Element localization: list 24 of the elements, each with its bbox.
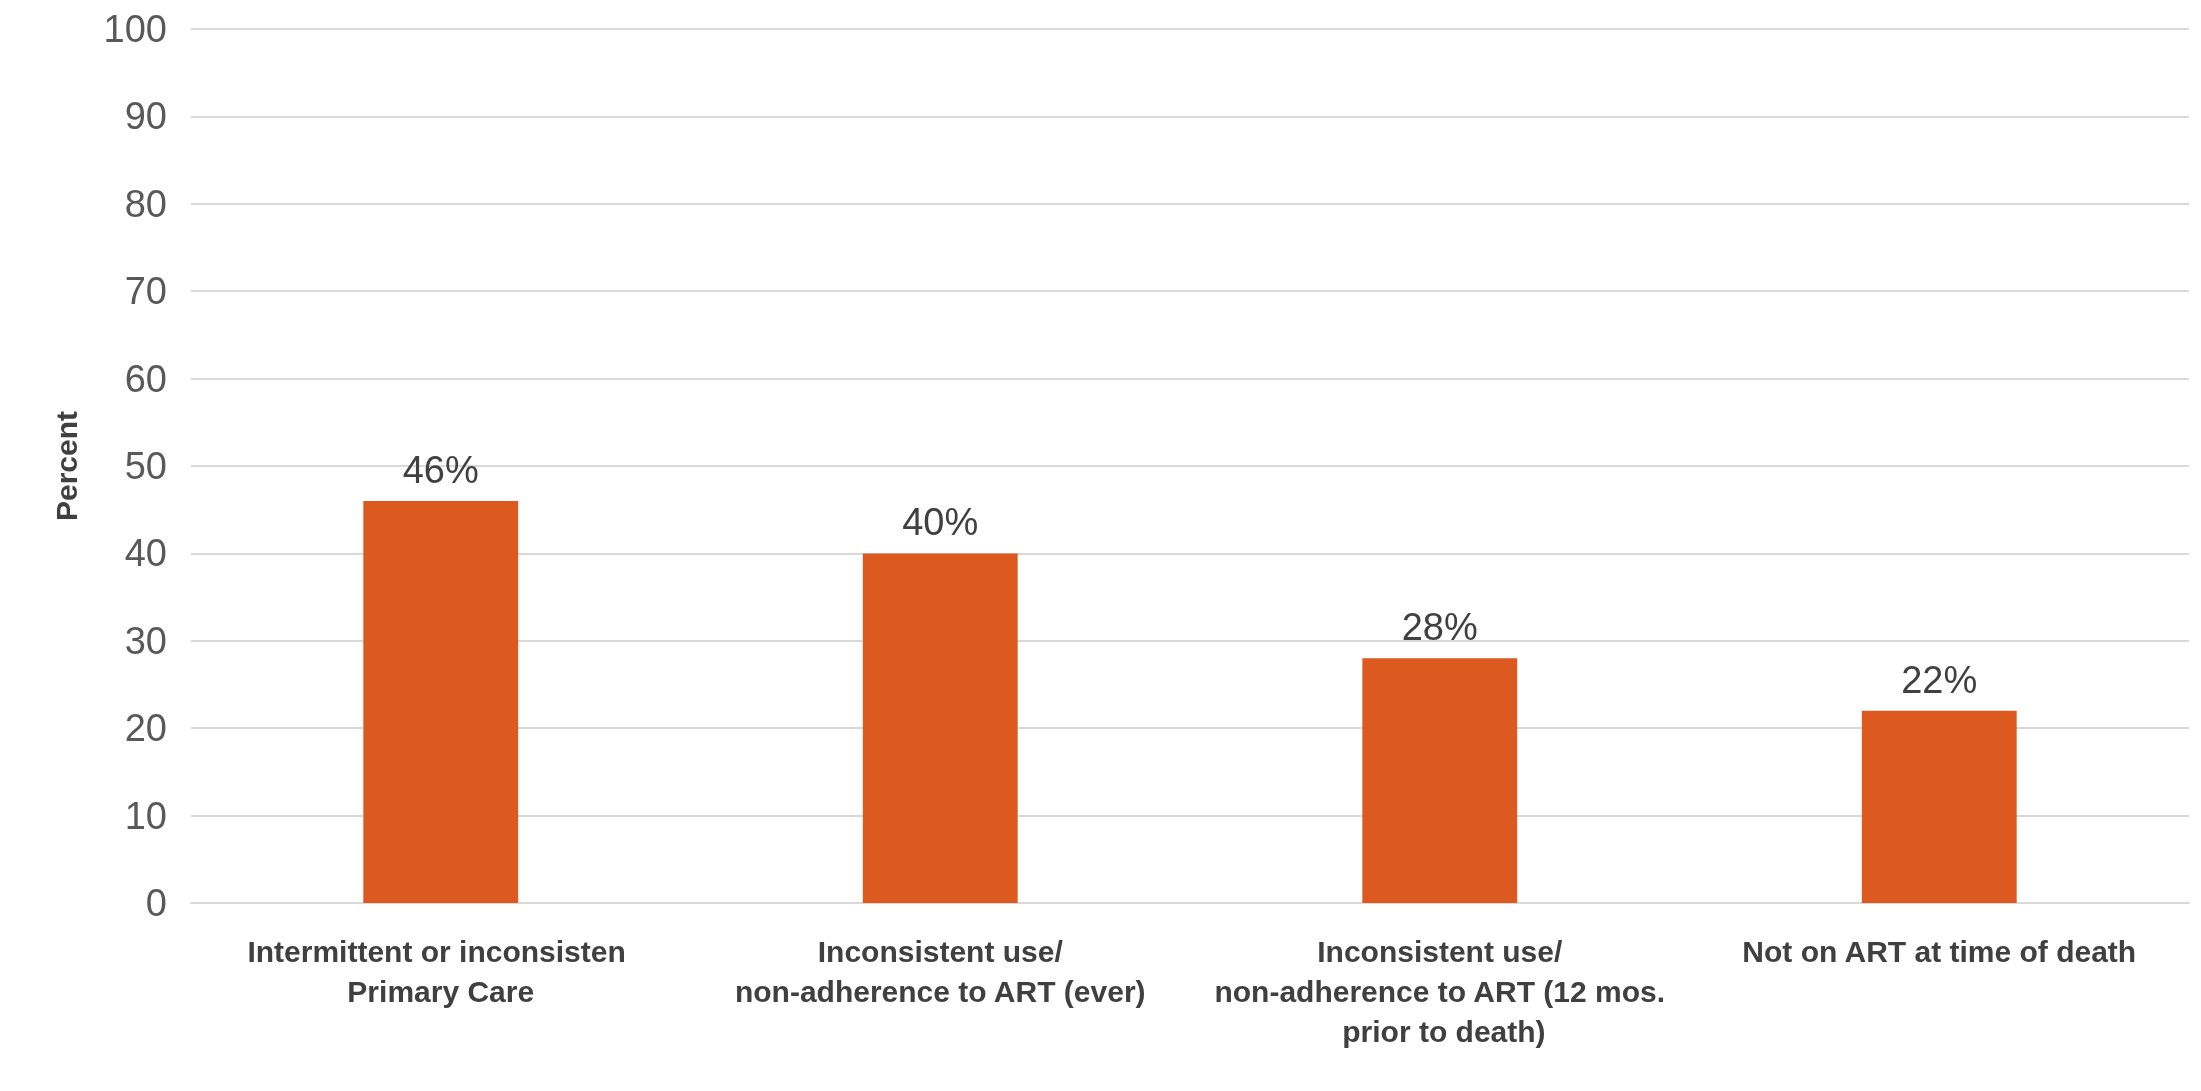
y-tick-label: 40 bbox=[124, 532, 167, 575]
y-tick-label: 10 bbox=[124, 794, 167, 837]
y-axis-title: Percent bbox=[49, 410, 83, 522]
y-tick-label: 50 bbox=[124, 445, 167, 487]
bar bbox=[1861, 710, 2017, 903]
x-tick-label: Inconsistent use/non-adherence to ART (ever) bbox=[734, 934, 1146, 1008]
y-tick-label: 80 bbox=[124, 182, 167, 225]
y-tick-label: 20 bbox=[124, 707, 167, 750]
data-label: 46% bbox=[402, 448, 479, 491]
x-tick-label: Intermittent or inconsisten Primary Care bbox=[247, 934, 635, 1008]
x-tick-label: Inconsistent use/non-adherence to ART (12 mos. prior to death) bbox=[1214, 934, 1666, 1048]
y-tick-label: 90 bbox=[124, 95, 167, 138]
x-tick-label: Not on ART at time of death bbox=[1742, 934, 2137, 968]
bar bbox=[1362, 658, 1518, 903]
bar bbox=[363, 500, 519, 903]
data-label: 40% bbox=[902, 501, 979, 544]
bar bbox=[862, 553, 1018, 903]
y-tick-label: 30 bbox=[124, 619, 167, 662]
y-tick-label: 100 bbox=[103, 8, 167, 50]
data-label: 22% bbox=[1901, 658, 1978, 701]
y-tick-label: 60 bbox=[124, 357, 167, 400]
y-tick-label: 70 bbox=[124, 270, 167, 313]
y-tick-label: 0 bbox=[145, 882, 167, 924]
data-label: 28% bbox=[1401, 606, 1478, 649]
